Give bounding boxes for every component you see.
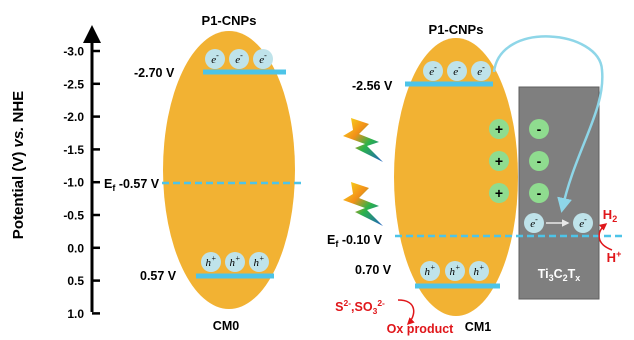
axis-tick-label: 0.0 [67, 241, 84, 255]
svg-text:h+: h+ [425, 263, 436, 278]
svg-text:e-: e- [429, 63, 437, 78]
svg-text:e-: e- [453, 63, 461, 78]
oxidation-reaction: S2-,SO32- Ox product [335, 298, 454, 336]
axis-tick-label: -3.0 [63, 45, 84, 59]
axis-tick-label: -2.0 [63, 110, 84, 124]
minus-charge-2: - [529, 151, 549, 171]
svg-text:e-: e- [211, 51, 219, 66]
axis-ticks: -3.0 -2.5 -2.0 -1.5 -1.0 -0.5 0.0 0.5 1.0 [63, 45, 100, 321]
minus-charge-3: - [529, 183, 549, 203]
svg-text:e-: e- [235, 51, 243, 66]
svg-text:e-: e- [530, 215, 538, 230]
axis-tick-label: -1.5 [63, 143, 84, 157]
cm1-electrons: e- e- e- [423, 61, 491, 81]
cm0-panel: P1-CNPs -2.70 V 0.57 V Ef -0.57 V e- e- … [104, 13, 305, 333]
positive-charges: + + + [489, 119, 509, 203]
mxene-electron-1: e- [524, 213, 544, 233]
svg-text:+: + [495, 185, 503, 201]
h2-evolution-arrow [598, 223, 613, 251]
svg-text:h+: h+ [206, 254, 217, 269]
cm1-panel: P1-CNPs -2.56 V 0.70 V Ef -0.10 V e- e- … [327, 22, 622, 334]
cm0-electrons: e- e- e- [205, 49, 273, 69]
cm1-hole-1: h+ [420, 261, 440, 281]
electron-migration-arrow [492, 35, 604, 213]
cm1-name: CM1 [465, 320, 491, 334]
axis-title: Potential (V) vs. NHE [10, 91, 27, 239]
hplus-label: H+ [607, 249, 622, 265]
hydrogen-reaction: H2 H+ [598, 207, 622, 265]
cm0-name: CM0 [213, 319, 239, 333]
cm1-fermi-label: Ef -0.10 V [327, 233, 383, 249]
cm1-ellipse [394, 38, 518, 316]
cm1-electron-1: e- [423, 61, 443, 81]
cm1-electron-3: e- [471, 61, 491, 81]
minus-charge-1: - [529, 119, 549, 139]
mxene-label: Ti3C2Tx [538, 267, 581, 283]
light-bolt-icon-bottom [343, 182, 383, 226]
cm0-cb-potential: -2.70 V [134, 66, 175, 80]
cm0-electron-2: e- [229, 49, 249, 69]
svg-text:-: - [537, 153, 542, 169]
axis-tick-label: -0.5 [63, 209, 84, 223]
sacrificial-agent-label: S2-,SO32- [335, 298, 385, 316]
axis-tick-label: -2.5 [63, 77, 84, 91]
light-bolt-icon-top [343, 118, 383, 162]
cm1-hole-3: h+ [469, 261, 489, 281]
plus-charge-2: + [489, 151, 509, 171]
cm1-cb-potential: -2.56 V [352, 79, 393, 93]
svg-text:h+: h+ [474, 263, 485, 278]
svg-text:h+: h+ [230, 254, 241, 269]
cm0-holes: h+ h+ h+ [201, 252, 269, 272]
cm0-hole-3: h+ [249, 252, 269, 272]
svg-text:e-: e- [477, 63, 485, 78]
svg-text:e-: e- [579, 215, 587, 230]
svg-text:h+: h+ [450, 263, 461, 278]
axis-tick-label: 1.0 [67, 307, 84, 321]
cm0-fermi-label: Ef -0.57 V [104, 177, 160, 193]
oxidation-arrow [397, 299, 415, 326]
cm0-vb-potential: 0.57 V [140, 269, 177, 283]
axis-tick-label: -1.0 [63, 176, 84, 190]
plus-charge-3: + [489, 183, 509, 203]
cm0-top-label: P1-CNPs [202, 13, 257, 28]
svg-text:-: - [537, 121, 542, 137]
svg-text:-: - [537, 185, 542, 201]
h2-label: H2 [603, 207, 617, 224]
cm1-hole-2: h+ [445, 261, 465, 281]
svg-text:+: + [495, 121, 503, 137]
svg-text:+: + [495, 153, 503, 169]
cm1-electron-2: e- [447, 61, 467, 81]
svg-text:e-: e- [259, 51, 267, 66]
mxene-electron-2: e- [573, 213, 593, 233]
axis-tick-label: 0.5 [67, 274, 84, 288]
plus-charge-1: + [489, 119, 509, 139]
svg-text:h+: h+ [254, 254, 265, 269]
cm1-vb-potential: 0.70 V [355, 263, 392, 277]
cm1-top-label: P1-CNPs [429, 22, 484, 37]
cm0-hole-1: h+ [201, 252, 221, 272]
negative-charges: - - - [529, 119, 549, 203]
ox-product-label: Ox product [387, 322, 455, 336]
potential-axis: -3.0 -2.5 -2.0 -1.5 -1.0 -0.5 0.0 0.5 1.0 Potent… [10, 25, 101, 321]
cm0-electron-1: e- [205, 49, 225, 69]
cm0-ellipse [163, 31, 295, 309]
cm0-electron-3: e- [253, 49, 273, 69]
cm1-holes: h+ h+ h+ [420, 261, 489, 281]
cm0-hole-2: h+ [225, 252, 245, 272]
